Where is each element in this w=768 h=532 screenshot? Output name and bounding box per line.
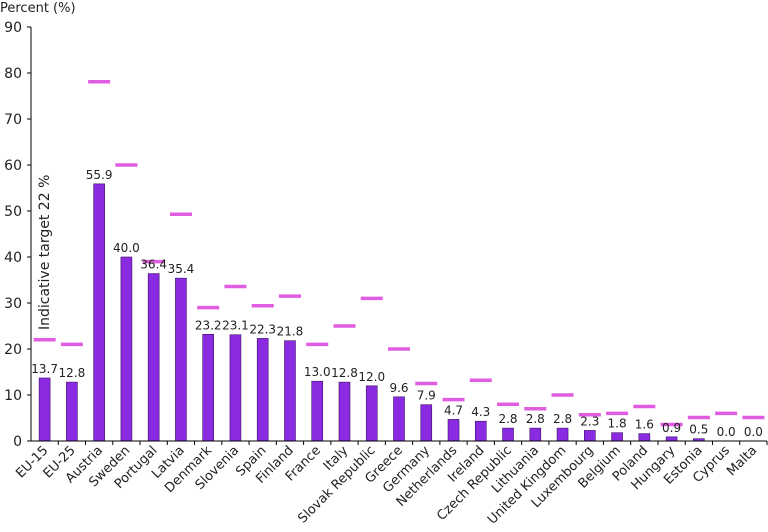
target-annotation: Indicative target 22 % [37,175,53,330]
bar [365,385,378,442]
bar-value-label: 23.2 [195,318,222,332]
bar-value-label: 0.0 [717,425,736,439]
bar [93,183,105,442]
bar-value-label: 4.7 [444,403,463,417]
bar [66,381,78,442]
bar-value-label: 22.3 [249,322,276,336]
bar [202,333,214,442]
bar [556,427,569,442]
y-tick-label: 40 [4,250,22,266]
bar-value-label: 2.8 [553,412,572,426]
bar-value-label: 0.5 [689,423,708,437]
bar-value-label: 2.8 [498,412,517,426]
bar-value-label: 1.8 [608,417,627,431]
bar-value-label: 0.0 [744,425,763,439]
bar-value-label: 12.8 [59,366,86,380]
y-axis-title: Percent (%) [0,1,76,16]
bar [474,420,487,442]
y-tick-label: 20 [4,342,22,358]
bar [529,427,542,442]
bar-series [38,183,705,442]
y-tick-label: 90 [4,20,22,36]
bar [420,404,433,442]
bar [284,340,296,442]
y-tick-label: 80 [4,66,22,82]
y-tick-label: 60 [4,158,22,174]
bar-value-label: 55.9 [86,168,113,182]
bar-value-label: 1.6 [635,418,654,432]
y-tick-label: 70 [4,112,22,128]
bar [638,433,651,442]
bar [584,430,596,442]
bar [256,338,269,442]
bar-value-label: 21.8 [277,325,304,339]
bar [447,419,460,442]
bar [38,377,51,442]
bar [338,381,351,442]
x-axis-labels: EU-15EU-25AustriaSwedenPortugalLatviaDen… [13,441,768,528]
bar-value-label: 35.4 [168,262,195,276]
bar [311,380,324,442]
bar-value-label: 4.3 [471,405,490,419]
y-tick-label: 50 [4,204,22,220]
bar [147,273,160,442]
bar [120,256,133,442]
bar [665,436,678,442]
bar-value-label: 2.8 [526,412,545,426]
bar-value-label: 40.0 [113,241,140,255]
y-axis: 0 10 20 30 40 50 60 70 80 90 [4,20,32,450]
bar-value-label: 7.9 [417,389,436,403]
bar [611,432,623,442]
bar [393,396,405,442]
y-tick-label: 30 [4,296,22,312]
bar-value-label: 13.0 [304,365,331,379]
bar-value-label: 9.6 [389,381,408,395]
bar-value-label: 2.3 [580,414,599,428]
bar [175,277,187,442]
y-tick-label: 0 [13,434,22,450]
bar-value-label: 0.9 [662,421,681,435]
bar [229,334,242,442]
bar-value-label: 12.0 [358,370,385,384]
bar-value-label: 13.7 [31,362,58,376]
bar-value-label: 36.4 [140,258,167,272]
target-series [33,79,765,427]
bar [502,427,514,442]
bar-value-label: 12.8 [331,366,358,380]
y-tick-label: 10 [4,388,22,404]
bar-value-label: 23.1 [222,319,249,333]
value-labels: 13.7 12.855.940.036.4 35.423.2 23.1 22.3 21.8… [31,168,763,439]
x-tick-label: Malta [724,443,760,479]
